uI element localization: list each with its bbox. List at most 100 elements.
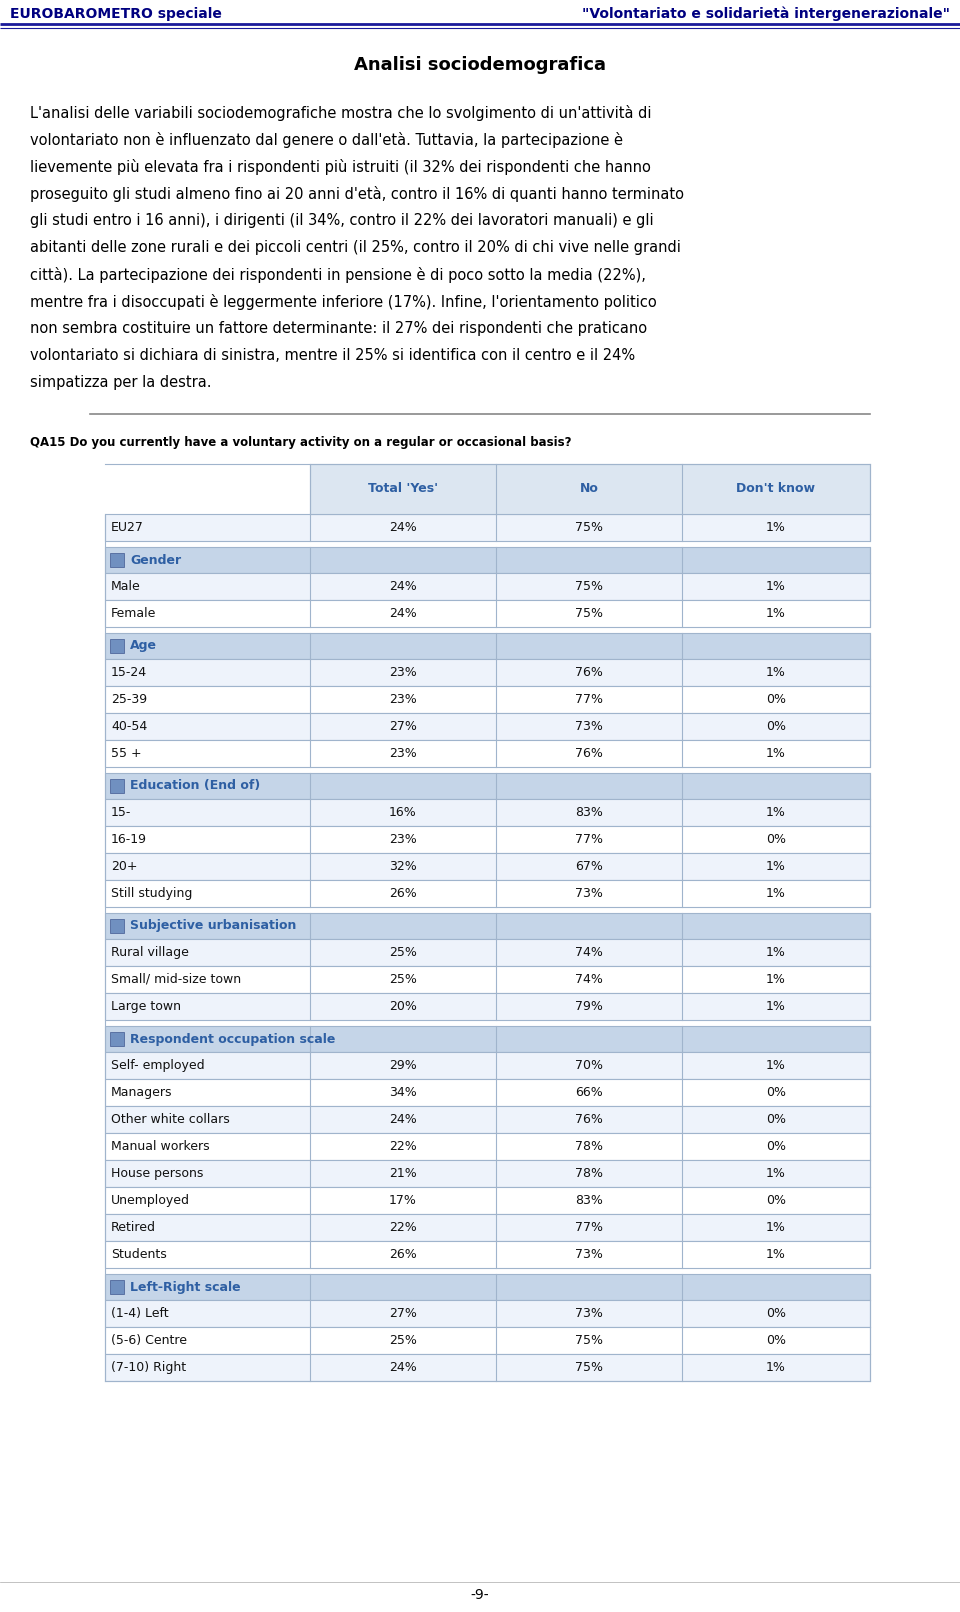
Text: 16%: 16% bbox=[389, 806, 417, 819]
Text: 0%: 0% bbox=[766, 1194, 786, 1207]
Text: 78%: 78% bbox=[575, 1140, 603, 1153]
Text: 1%: 1% bbox=[766, 1220, 786, 1235]
Text: 83%: 83% bbox=[575, 1194, 603, 1207]
Text: EUROBAROMETRO speciale: EUROBAROMETRO speciale bbox=[10, 6, 222, 21]
Text: città). La partecipazione dei rispondenti in pensione è di poco sotto la media (: città). La partecipazione dei rispondent… bbox=[30, 268, 646, 284]
FancyBboxPatch shape bbox=[105, 1327, 870, 1354]
FancyBboxPatch shape bbox=[105, 1186, 870, 1214]
Text: mentre fra i disoccupati è leggermente inferiore (17%). Infine, l'orientamento p: mentre fra i disoccupati è leggermente i… bbox=[30, 293, 657, 310]
Text: 0%: 0% bbox=[766, 1086, 786, 1099]
FancyBboxPatch shape bbox=[105, 853, 870, 880]
FancyBboxPatch shape bbox=[110, 779, 124, 793]
FancyBboxPatch shape bbox=[105, 659, 870, 687]
Text: 23%: 23% bbox=[389, 746, 417, 759]
Text: 73%: 73% bbox=[575, 721, 603, 733]
Text: 79%: 79% bbox=[575, 999, 603, 1012]
Text: 0%: 0% bbox=[766, 1140, 786, 1153]
Text: 1%: 1% bbox=[766, 666, 786, 679]
Text: 76%: 76% bbox=[575, 1112, 603, 1127]
Text: 24%: 24% bbox=[389, 608, 417, 621]
FancyBboxPatch shape bbox=[105, 713, 870, 740]
Text: 77%: 77% bbox=[575, 1220, 603, 1235]
Text: 20%: 20% bbox=[389, 999, 417, 1012]
Text: 20+: 20+ bbox=[111, 859, 137, 874]
Text: 1%: 1% bbox=[766, 806, 786, 819]
Text: 74%: 74% bbox=[575, 946, 603, 959]
Text: 22%: 22% bbox=[389, 1220, 417, 1235]
Text: 0%: 0% bbox=[766, 721, 786, 733]
Text: L'analisi delle variabili sociodemografiche mostra che lo svolgimento di un'atti: L'analisi delle variabili sociodemografi… bbox=[30, 105, 652, 121]
Text: 27%: 27% bbox=[389, 1307, 417, 1320]
Text: (5-6) Centre: (5-6) Centre bbox=[111, 1335, 187, 1348]
Text: 1%: 1% bbox=[766, 859, 786, 874]
Text: 78%: 78% bbox=[575, 1167, 603, 1180]
FancyBboxPatch shape bbox=[105, 1161, 870, 1186]
FancyBboxPatch shape bbox=[105, 514, 870, 542]
Text: lievemente più elevata fra i rispondenti più istruiti (il 32% dei rispondenti ch: lievemente più elevata fra i rispondenti… bbox=[30, 160, 651, 176]
FancyBboxPatch shape bbox=[105, 1025, 870, 1053]
Text: 0%: 0% bbox=[766, 1307, 786, 1320]
Text: 26%: 26% bbox=[389, 887, 417, 899]
Text: Analisi sociodemografica: Analisi sociodemografica bbox=[354, 56, 606, 74]
Text: 1%: 1% bbox=[766, 1059, 786, 1072]
Text: 76%: 76% bbox=[575, 746, 603, 759]
Text: 29%: 29% bbox=[389, 1059, 417, 1072]
Text: abitanti delle zone rurali e dei piccoli centri (il 25%, contro il 20% di chi vi: abitanti delle zone rurali e dei piccoli… bbox=[30, 240, 681, 255]
FancyBboxPatch shape bbox=[105, 800, 870, 825]
FancyBboxPatch shape bbox=[110, 919, 124, 933]
Text: 73%: 73% bbox=[575, 887, 603, 899]
Text: 25%: 25% bbox=[389, 946, 417, 959]
Text: 1%: 1% bbox=[766, 1248, 786, 1261]
Text: Other white collars: Other white collars bbox=[111, 1112, 229, 1127]
Text: 70%: 70% bbox=[575, 1059, 603, 1072]
Text: simpatizza per la destra.: simpatizza per la destra. bbox=[30, 376, 211, 390]
FancyBboxPatch shape bbox=[105, 993, 870, 1020]
Text: Large town: Large town bbox=[111, 999, 181, 1012]
Text: 25%: 25% bbox=[389, 974, 417, 987]
FancyBboxPatch shape bbox=[105, 1273, 870, 1299]
Text: 1%: 1% bbox=[766, 946, 786, 959]
Text: Rural village: Rural village bbox=[111, 946, 189, 959]
Text: 1%: 1% bbox=[766, 1361, 786, 1373]
Text: 76%: 76% bbox=[575, 666, 603, 679]
FancyBboxPatch shape bbox=[105, 572, 870, 600]
FancyBboxPatch shape bbox=[105, 634, 870, 659]
Text: 73%: 73% bbox=[575, 1248, 603, 1261]
Text: 83%: 83% bbox=[575, 806, 603, 819]
FancyBboxPatch shape bbox=[105, 825, 870, 853]
Text: 1%: 1% bbox=[766, 1167, 786, 1180]
FancyBboxPatch shape bbox=[110, 638, 124, 653]
Text: 24%: 24% bbox=[389, 1361, 417, 1373]
Text: Don't know: Don't know bbox=[736, 482, 815, 495]
Text: No: No bbox=[580, 482, 598, 495]
Text: 22%: 22% bbox=[389, 1140, 417, 1153]
Text: "Volontariato e solidarietà intergenerazionale": "Volontariato e solidarietà intergeneraz… bbox=[582, 6, 950, 21]
Text: volontariato non è influenzato dal genere o dall'età. Tuttavia, la partecipazion: volontariato non è influenzato dal gener… bbox=[30, 132, 623, 148]
FancyBboxPatch shape bbox=[105, 1299, 870, 1327]
Text: 77%: 77% bbox=[575, 693, 603, 706]
Text: Male: Male bbox=[111, 580, 141, 593]
FancyBboxPatch shape bbox=[105, 880, 870, 908]
FancyBboxPatch shape bbox=[110, 1280, 124, 1294]
Text: 25-39: 25-39 bbox=[111, 693, 147, 706]
Text: 1%: 1% bbox=[766, 521, 786, 534]
Text: Managers: Managers bbox=[111, 1086, 173, 1099]
Text: 77%: 77% bbox=[575, 833, 603, 846]
Text: 55 +: 55 + bbox=[111, 746, 142, 759]
FancyBboxPatch shape bbox=[105, 740, 870, 767]
Text: (7-10) Right: (7-10) Right bbox=[111, 1361, 186, 1373]
Text: Manual workers: Manual workers bbox=[111, 1140, 209, 1153]
Text: volontariato si dichiara di sinistra, mentre il 25% si identifica con il centro : volontariato si dichiara di sinistra, me… bbox=[30, 348, 636, 363]
Text: 40-54: 40-54 bbox=[111, 721, 147, 733]
Text: Subjective urbanisation: Subjective urbanisation bbox=[130, 919, 297, 932]
Text: QA15 Do you currently have a voluntary activity on a regular or occasional basis: QA15 Do you currently have a voluntary a… bbox=[30, 435, 571, 450]
Text: 15-: 15- bbox=[111, 806, 132, 819]
FancyBboxPatch shape bbox=[310, 464, 870, 514]
Text: 75%: 75% bbox=[575, 521, 603, 534]
Text: 66%: 66% bbox=[575, 1086, 603, 1099]
Text: Students: Students bbox=[111, 1248, 167, 1261]
Text: proseguito gli studi almeno fino ai 20 anni d'età, contro il 16% di quanti hanno: proseguito gli studi almeno fino ai 20 a… bbox=[30, 185, 684, 202]
Text: 34%: 34% bbox=[389, 1086, 417, 1099]
FancyBboxPatch shape bbox=[105, 940, 870, 966]
FancyBboxPatch shape bbox=[105, 1078, 870, 1106]
